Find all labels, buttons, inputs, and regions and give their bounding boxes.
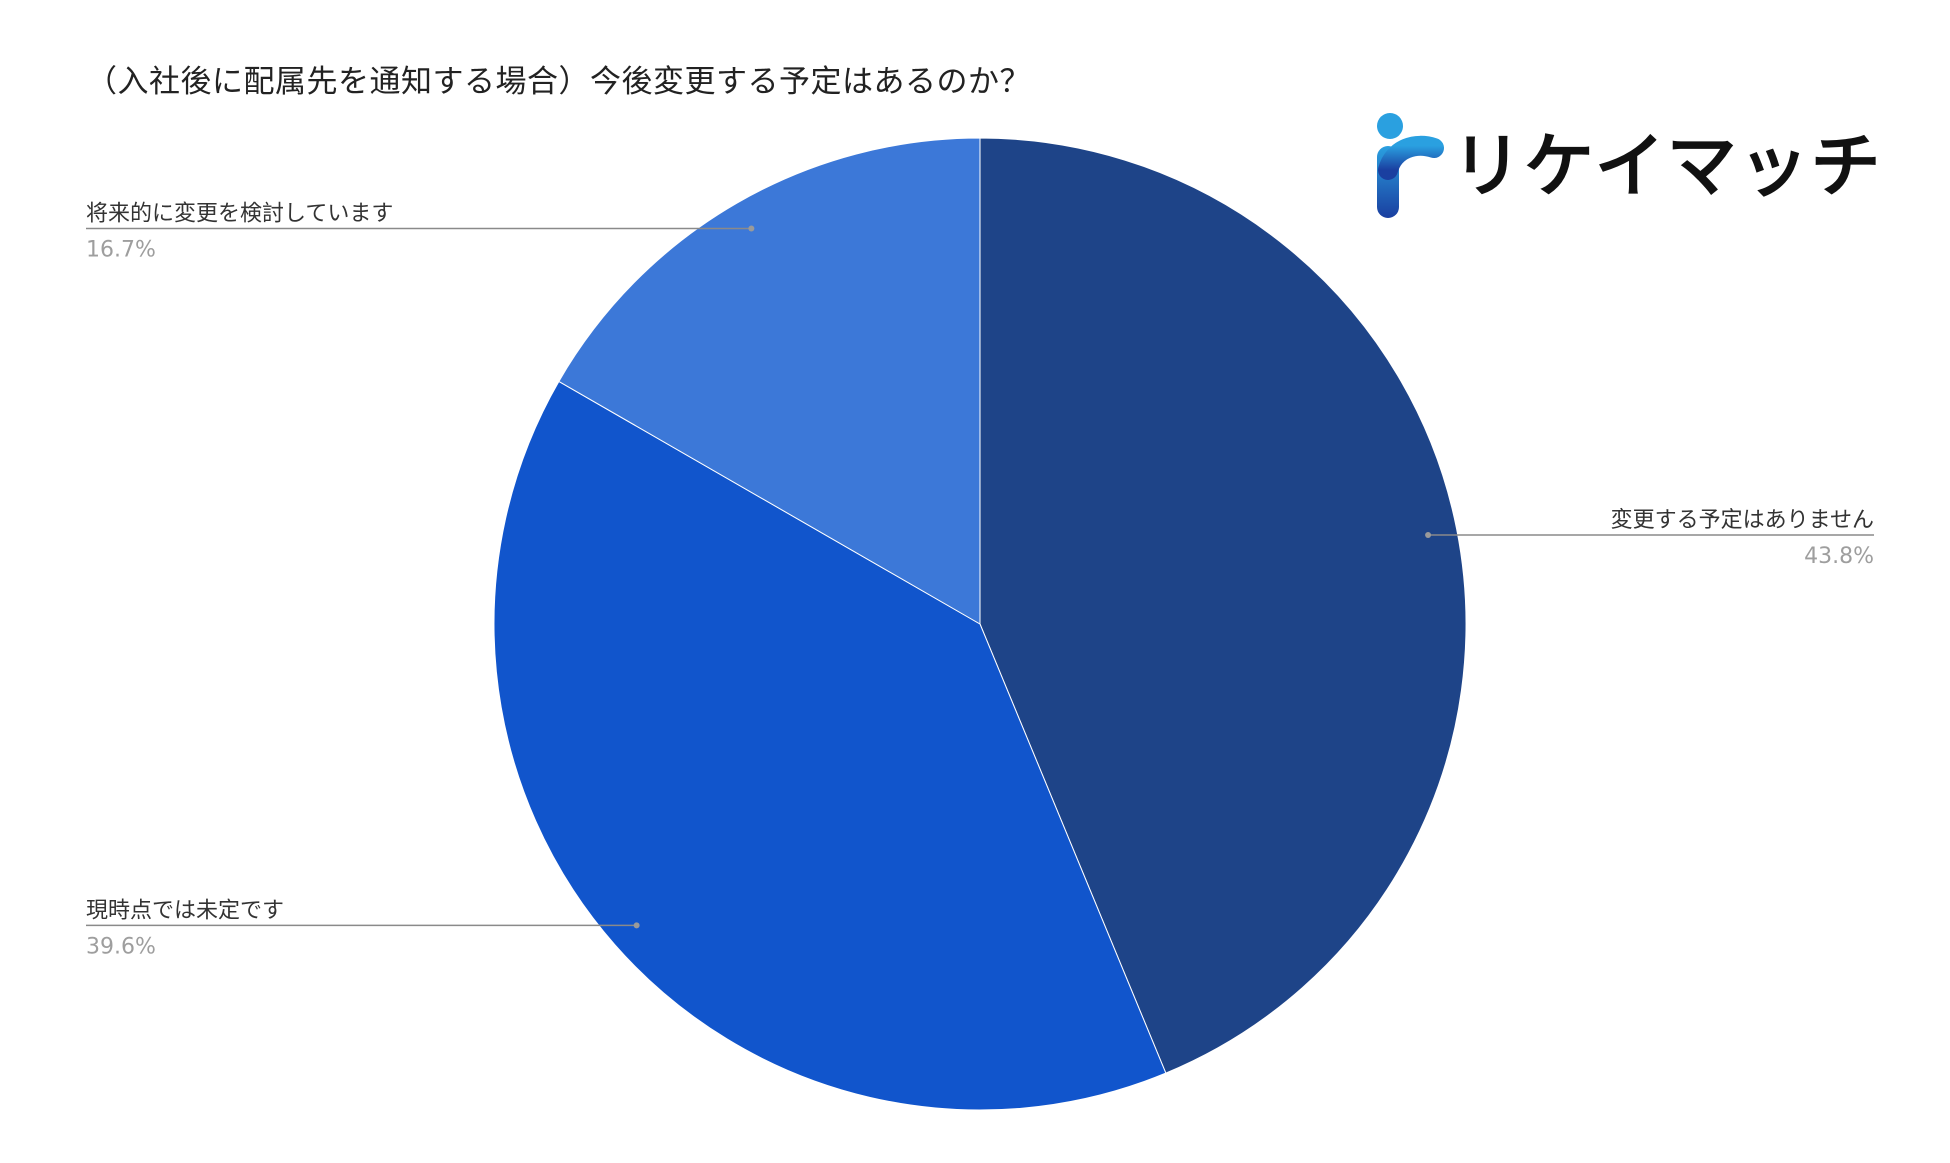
pie-slice-3 bbox=[558, 137, 981, 625]
logo-text: リケイマッチ bbox=[1452, 125, 1883, 207]
leader-dot-3 bbox=[748, 225, 755, 232]
brand-logo: リケイマッチ bbox=[1370, 112, 1881, 222]
pie-slice-1 bbox=[979, 137, 1467, 1074]
slice-value-3: 16.7% bbox=[86, 237, 156, 262]
r-letter-logo-icon bbox=[1377, 113, 1444, 218]
leader-dot-1 bbox=[1425, 531, 1432, 538]
slice-label-3: 将来的に変更を検討しています bbox=[86, 201, 393, 226]
slice-label-1: 変更する予定はありません bbox=[1611, 508, 1874, 533]
slice-label-2: 現時点では未定です bbox=[86, 898, 284, 923]
pie-slice-2 bbox=[493, 380, 1167, 1111]
chart-title: （入社後に配属先を通知する場合）今後変更する予定はあるのか？ bbox=[86, 64, 1031, 100]
leader-dot-2 bbox=[633, 922, 640, 929]
slice-value-1: 43.8% bbox=[1804, 544, 1874, 569]
slice-value-2: 39.6% bbox=[86, 934, 156, 959]
